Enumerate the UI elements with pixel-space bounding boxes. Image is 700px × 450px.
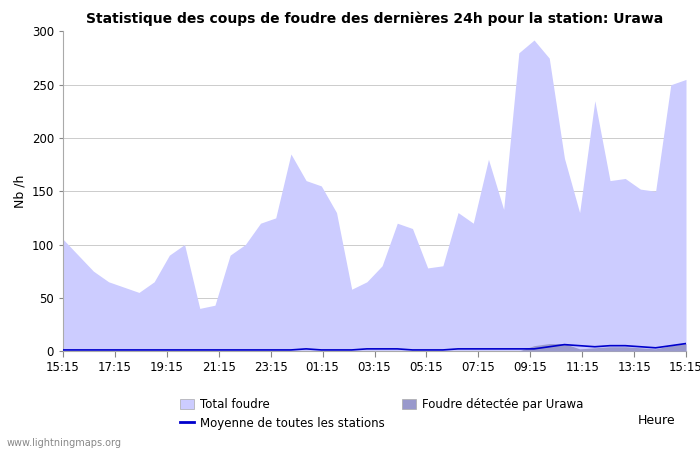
- Text: Heure: Heure: [638, 414, 676, 427]
- Legend: Total foudre, Moyenne de toutes les stations, Foudre détectée par Urawa: Total foudre, Moyenne de toutes les stat…: [175, 393, 588, 435]
- Text: www.lightningmaps.org: www.lightningmaps.org: [7, 438, 122, 448]
- Y-axis label: Nb /h: Nb /h: [13, 175, 26, 208]
- Title: Statistique des coups de foudre des dernières 24h pour la station: Urawa: Statistique des coups de foudre des dern…: [86, 12, 663, 26]
